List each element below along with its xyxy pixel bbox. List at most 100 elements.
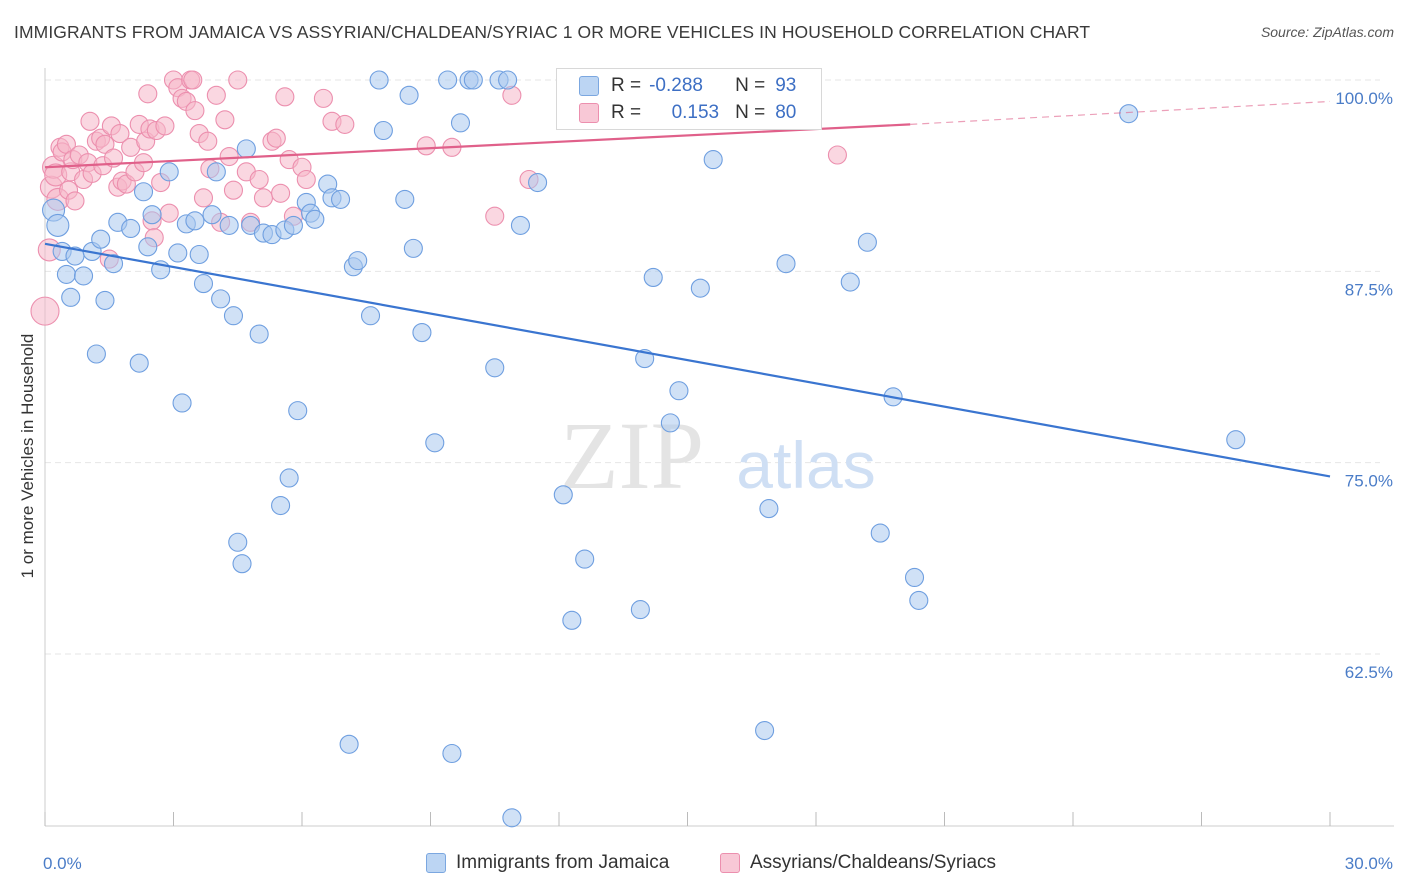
legend-row-jamaica: R = -0.288 N = 93 bbox=[579, 73, 796, 99]
jamaica-point bbox=[228, 532, 248, 552]
jamaica-point bbox=[305, 209, 325, 229]
jamaica-point bbox=[86, 344, 106, 364]
assyrians-point bbox=[155, 116, 175, 136]
jamaica-point bbox=[56, 264, 76, 284]
jamaica-point bbox=[660, 413, 680, 433]
jamaica-point bbox=[438, 70, 458, 90]
jamaica-point bbox=[904, 567, 925, 588]
jamaica-point bbox=[330, 189, 351, 209]
jamaica-point bbox=[776, 254, 796, 274]
jamaica-point bbox=[412, 323, 432, 343]
jamaica-point bbox=[168, 243, 188, 263]
jamaica-point bbox=[498, 70, 518, 90]
y-tick-label: 75.0% bbox=[1345, 472, 1393, 491]
assyrians-point bbox=[95, 134, 115, 154]
axes bbox=[44, 68, 1394, 827]
assyrians-point bbox=[296, 169, 316, 190]
jamaica-point bbox=[271, 495, 291, 516]
jamaica-point bbox=[840, 272, 860, 292]
y-tick-label: 87.5% bbox=[1345, 280, 1393, 299]
legend-n-value: 80 bbox=[775, 102, 797, 123]
jamaica-point bbox=[442, 743, 462, 764]
assyrians-point bbox=[110, 124, 130, 144]
jamaica-point bbox=[450, 113, 471, 133]
series-label-assyrians: Assyrians/Chaldeans/Syriacs bbox=[750, 852, 997, 873]
jamaica-point bbox=[249, 324, 269, 344]
jamaica-point bbox=[339, 734, 359, 754]
assyrians-point bbox=[271, 183, 291, 203]
jamaica-point bbox=[1226, 430, 1246, 450]
chart-title: IMMIGRANTS FROM JAMAICA VS ASSYRIAN/CHAL… bbox=[14, 22, 1091, 42]
series-legend-assyrians[interactable]: Assyrians/Chaldeans/Syriacs bbox=[720, 852, 996, 874]
assyrians-point bbox=[253, 188, 274, 208]
jamaica-point bbox=[159, 162, 179, 182]
assyrians-point bbox=[266, 128, 286, 148]
assyrians-point bbox=[80, 111, 100, 131]
jamaica-point bbox=[870, 523, 890, 543]
jamaica-point bbox=[399, 85, 419, 105]
legend-n-value: 93 bbox=[775, 75, 797, 96]
jamaica-point bbox=[206, 162, 226, 182]
jamaica-point bbox=[485, 358, 505, 378]
legend-swatch-assyrians bbox=[579, 103, 599, 123]
x-tick-label: 30.0% bbox=[1345, 854, 1393, 873]
jamaica-point bbox=[373, 120, 393, 141]
jamaica-point bbox=[193, 274, 214, 294]
y-tick-labels: 62.5% 75.0% 87.5% 100.0% bbox=[1335, 89, 1393, 682]
jamaica-point bbox=[669, 381, 689, 401]
series-legend-jamaica[interactable]: Immigrants from Jamaica bbox=[426, 852, 669, 874]
assyrians-point bbox=[313, 88, 333, 108]
assyrians-point bbox=[138, 84, 158, 104]
assyrians-point bbox=[249, 169, 269, 190]
assyrians-point bbox=[206, 85, 226, 105]
x-tick-label: 0.0% bbox=[43, 854, 82, 873]
jamaica-point bbox=[909, 590, 929, 610]
x-tick-labels: 0.0% 30.0% bbox=[43, 854, 1393, 873]
jamaica-point bbox=[857, 232, 877, 252]
y-tick-label: 100.0% bbox=[1335, 89, 1393, 108]
jamaica-point bbox=[755, 720, 775, 741]
watermark-zip: ZIP bbox=[560, 402, 704, 509]
correlation-legend: R = -0.288 N = 93 R = 0.153 N = 80 bbox=[556, 68, 822, 130]
jamaica-point bbox=[91, 229, 111, 249]
jamaica-point bbox=[643, 267, 663, 288]
jamaica-point bbox=[528, 173, 548, 193]
legend-r-label: R = bbox=[611, 102, 642, 123]
jamaica-point bbox=[121, 218, 141, 239]
jamaica-point bbox=[502, 808, 522, 828]
y-axis-title: 1 or more Vehicles in Household bbox=[18, 334, 37, 579]
jamaica-point bbox=[185, 211, 205, 231]
jamaica-point bbox=[129, 353, 149, 373]
jamaica-point bbox=[759, 499, 779, 519]
assyrians-point bbox=[159, 203, 179, 223]
jamaica-point bbox=[283, 215, 303, 235]
assyrians-trend-extension bbox=[910, 100, 1331, 125]
jamaica-point bbox=[61, 287, 81, 307]
jamaica-point bbox=[133, 182, 154, 202]
legend-n-label: N = bbox=[735, 75, 766, 96]
jamaica-point bbox=[223, 306, 244, 326]
jamaica-point bbox=[103, 254, 124, 274]
jamaica-point bbox=[95, 290, 115, 310]
jamaica-point bbox=[211, 289, 231, 309]
jamaica-point bbox=[403, 238, 423, 258]
legend-r-value: -0.288 bbox=[649, 75, 703, 96]
legend-r-label: R = bbox=[611, 75, 642, 96]
jamaica-point bbox=[553, 485, 573, 505]
jamaica-point bbox=[395, 189, 415, 209]
watermark: ZIP atlas bbox=[560, 402, 876, 509]
assyrians-point bbox=[228, 70, 248, 90]
trend-lines bbox=[44, 100, 1331, 478]
jamaica-point bbox=[288, 401, 308, 421]
assyrians-point bbox=[198, 131, 218, 151]
assyrians-trend-line bbox=[44, 123, 911, 169]
assyrians-point bbox=[219, 146, 239, 167]
assyrians-point bbox=[335, 114, 355, 134]
jamaica-point bbox=[74, 266, 94, 286]
source-label: Source: ZipAtlas.com bbox=[1260, 24, 1394, 40]
jamaica-point bbox=[562, 610, 582, 630]
assyrians-point bbox=[193, 188, 214, 208]
legend-row-assyrians: R = 0.153 N = 80 bbox=[579, 100, 796, 126]
jamaica-point bbox=[510, 215, 531, 235]
